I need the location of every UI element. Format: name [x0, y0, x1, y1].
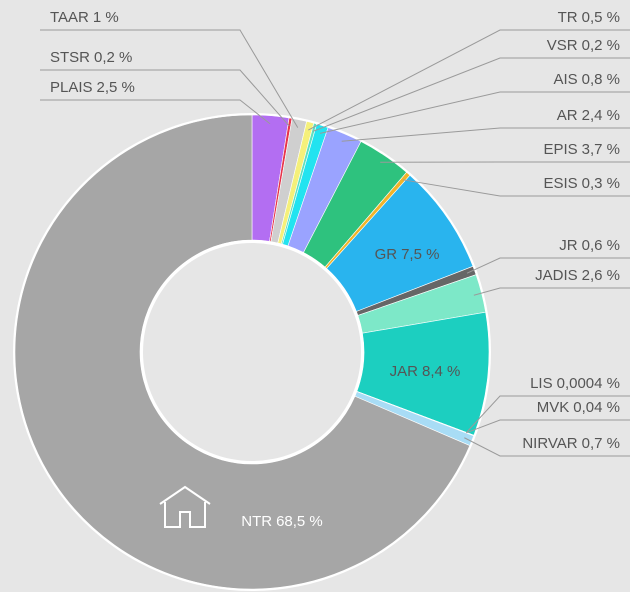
slice-label: NTR 68,5 %	[241, 513, 323, 530]
slice-label: LIS 0,0004 %	[530, 375, 620, 392]
category-name: NIRVAR	[522, 435, 577, 452]
slice-label: AIS 0,8 %	[553, 71, 620, 88]
slice-label: JR 0,6 %	[559, 237, 620, 254]
category-name: TR	[558, 9, 578, 26]
leader-line	[473, 287, 630, 296]
value-label: 0,2 %	[94, 49, 132, 66]
value-label: 8,4 %	[422, 363, 460, 380]
value-label: 0,2 %	[582, 37, 620, 54]
value-label: 0,3 %	[582, 175, 620, 192]
value-label: 1 %	[93, 9, 119, 26]
slice-label: TAAR 1 %	[50, 9, 119, 26]
category-name: AR	[557, 107, 578, 124]
category-name: JR	[559, 237, 578, 254]
category-name: JAR	[390, 363, 419, 380]
leader-line	[466, 419, 630, 434]
slice-label: AR 2,4 %	[557, 107, 620, 124]
category-name: JADIS	[535, 267, 578, 284]
category-name: AIS	[553, 71, 577, 88]
category-name: PLAIS	[50, 79, 93, 96]
category-name: TAAR	[50, 9, 89, 26]
value-label: 0,0004 %	[557, 375, 620, 392]
leader-line	[40, 29, 299, 128]
slice-label: JAR 8,4 %	[390, 363, 461, 380]
leader-line	[464, 437, 630, 457]
category-name: MVK	[537, 399, 570, 416]
slice-label: ESIS 0,3 %	[543, 175, 620, 192]
category-name: NTR	[241, 513, 272, 530]
slice-label: STSR 0,2 %	[50, 49, 132, 66]
slice-label: JADIS 2,6 %	[535, 267, 620, 284]
category-name: STSR	[50, 49, 90, 66]
value-label: 0,8 %	[582, 71, 620, 88]
leader-line	[466, 257, 630, 274]
leader-line	[40, 69, 290, 127]
leader-line	[402, 179, 630, 197]
slice-label: EPIS 3,7 %	[543, 141, 620, 158]
slice-label: GR 7,5 %	[375, 246, 440, 263]
value-label: 3,7 %	[582, 141, 620, 158]
leader-line	[466, 395, 630, 433]
value-label: 7,5 %	[401, 246, 439, 263]
slice-label: VSR 0,2 %	[547, 37, 620, 54]
value-label: 0,5 %	[582, 9, 620, 26]
leader-line	[319, 91, 630, 134]
category-name: GR	[375, 246, 398, 263]
value-label: 0,7 %	[582, 435, 620, 452]
house-icon	[159, 485, 211, 528]
value-label: 2,4 %	[582, 107, 620, 124]
hole	[143, 243, 361, 461]
value-label: 0,6 %	[582, 237, 620, 254]
leader-line	[312, 57, 630, 132]
value-label: 2,6 %	[582, 267, 620, 284]
category-name: LIS	[530, 375, 553, 392]
slice-label: NIRVAR 0,7 %	[522, 435, 620, 452]
category-name: ESIS	[543, 175, 577, 192]
leader-line	[341, 127, 630, 142]
leader-line	[40, 99, 271, 125]
slice-label: PLAIS 2,5 %	[50, 79, 135, 96]
slices	[14, 114, 490, 590]
leader-line	[308, 29, 630, 131]
slice-label: TR 0,5 %	[558, 9, 620, 26]
slice-label: MVK 0,04 %	[537, 399, 620, 416]
value-label: 0,04 %	[573, 399, 620, 416]
value-label: 2,5 %	[97, 79, 135, 96]
category-name: VSR	[547, 37, 578, 54]
value-label: 68,5 %	[276, 513, 323, 530]
category-name: EPIS	[543, 141, 577, 158]
